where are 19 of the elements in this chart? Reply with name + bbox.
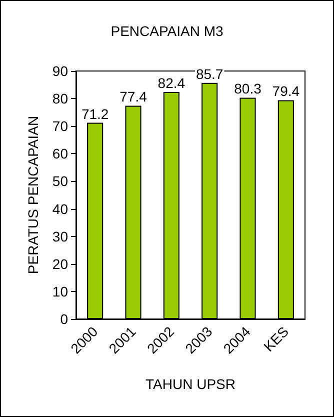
- y-tick-label: 30: [52, 228, 68, 244]
- y-tick-label: 90: [52, 63, 68, 79]
- y-tick-label: 0: [60, 311, 68, 327]
- data-label: 77.4: [120, 88, 148, 105]
- chart-title: PENCAPAIAN M3: [110, 23, 224, 39]
- data-label: 85.7: [196, 66, 224, 82]
- data-label: 82.4: [158, 74, 186, 91]
- data-label: 79.4: [272, 83, 300, 100]
- y-tick-label: 80: [52, 90, 68, 107]
- y-tick-label: 70: [52, 118, 68, 134]
- y-tick-label: 20: [52, 256, 68, 272]
- y-axis-title: PERATUS PENCAPAIAN: [25, 116, 41, 274]
- data-label: 71.2: [81, 106, 109, 122]
- data-label: 80.3: [234, 80, 262, 97]
- y-tick-label: 50: [52, 173, 68, 190]
- x-axis-title: TAHUN UPSR: [146, 376, 236, 392]
- y-tick-label: 60: [52, 146, 68, 162]
- y-tick-label: 40: [52, 200, 68, 217]
- y-tick-label: 10: [52, 283, 68, 300]
